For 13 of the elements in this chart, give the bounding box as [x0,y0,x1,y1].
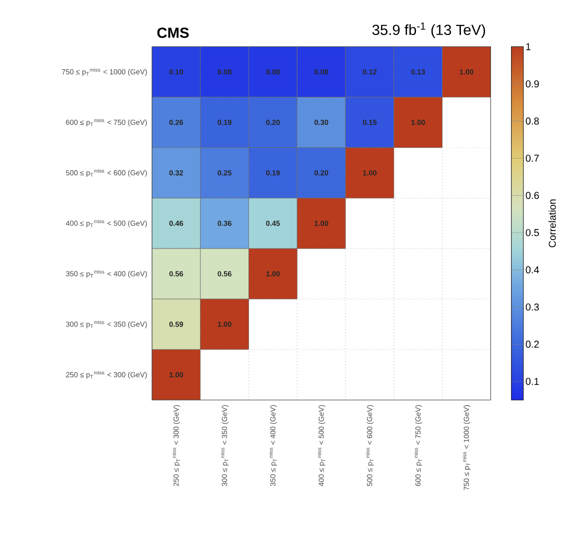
color-bar-label: 0.3 [526,303,539,311]
color-bar-title: Correlation [548,200,556,248]
color-bar-label: 0.6 [526,192,539,199]
color-bar-label: 0.1 [526,378,539,385]
color-bar-label: 0.7 [526,154,539,162]
color-bar-label: 0.9 [526,80,539,88]
color-bar-label: 1 [526,43,530,50]
color-bar-label: 0.4 [526,266,540,274]
color-bar-label: 0.5 [526,229,539,236]
color-bar-label: 0.2 [526,340,539,348]
color-bar-label: 0.8 [526,118,539,125]
chart-title: CMS [157,28,189,38]
chart-subtitle: 35.9 fb$^{-1}$ (13 TeV) [372,22,486,38]
